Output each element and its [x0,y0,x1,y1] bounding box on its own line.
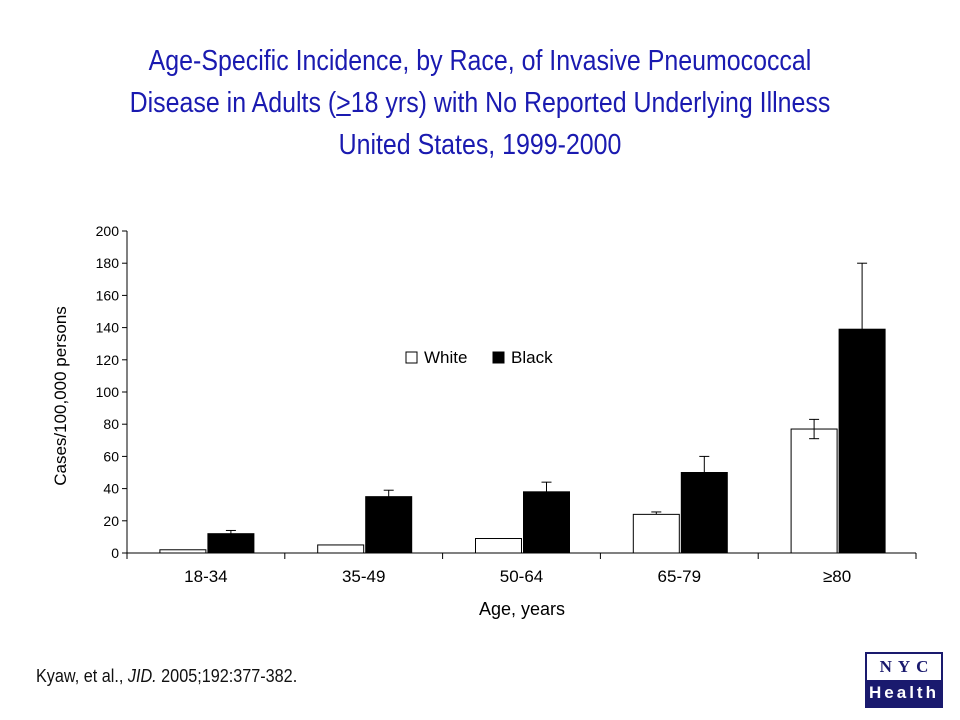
bars [159,328,886,554]
bar-chart: 0 20 40 60 80 100 120 140 160 180 200 18-34 35-49 50… [51,223,917,619]
logo-health: Health [867,680,941,706]
y-tick-label: 60 [103,448,119,464]
title-line-3: United States, 1999-2000 [338,129,622,161]
black-bar [365,496,413,554]
y-tick-label: 160 [96,287,120,303]
y-tick-label: 200 [96,226,120,239]
x-tick-label: 18-34 [184,567,227,586]
y-tick-label: 40 [103,481,119,497]
x-axis: 18-34 35-49 50-64 65-79 ≥80 [126,552,917,586]
y-axis: 0 20 40 60 80 100 120 140 160 180 200 [96,223,128,561]
x-tick-label: ≥80 [823,567,851,586]
black-bar [523,491,570,554]
legend-label-white: White [424,348,467,367]
logo-nyc: NYC [879,657,935,676]
y-tick-label: 80 [103,416,119,432]
x-tick-label: 50-64 [500,567,543,586]
white-bar [317,544,365,554]
title-line-2-end: 18 yrs) with No Reported Underlying Illn… [350,87,831,119]
legend: White Black [405,348,553,367]
title-line-2-start: Disease in Adults ( [129,87,337,119]
citation-author: Kyaw, et al., [36,666,128,686]
black-bar [680,472,728,554]
x-axis-label: Age, years [479,599,565,619]
y-axis-label: Cases/100,000 persons [51,306,70,486]
legend-swatch-white [405,351,418,364]
slide-title: Age-Specific Incidence, by Race, of Inva… [67,40,893,166]
y-tick-label: 0 [111,545,119,561]
y-tick-label: 20 [103,513,119,529]
x-tick-label: 35-49 [342,567,385,586]
y-tick-label: 100 [96,384,120,400]
title-ge-symbol: > [336,87,351,119]
citation-journal: JID. [127,666,157,686]
white-bar [159,549,207,554]
y-tick-label: 180 [96,255,120,271]
nyc-health-logo: NYC Health [865,652,943,708]
y-tick-label: 120 [96,352,120,368]
x-tick-label: 65-79 [658,567,701,586]
title-line-2: Disease in Adults (>18 yrs) with No Repo… [67,82,893,124]
black-bar [838,328,886,554]
citation-details: 2005;192:377-382. [156,666,298,686]
chart-panel: 0 20 40 60 80 100 120 140 160 180 200 18-34 35-49 50… [42,223,918,622]
citation: Kyaw, et al., JID. 2005;192:377-382. [36,666,297,687]
white-bar [475,538,522,554]
white-bar [632,513,680,554]
legend-swatch-black [492,351,505,364]
black-bar [207,533,255,554]
white-bar [790,428,838,554]
legend-label-black: Black [511,348,553,367]
title-line-1: Age-Specific Incidence, by Race, of Inva… [148,45,812,77]
error-bars [225,262,868,534]
y-tick-label: 140 [96,320,120,336]
